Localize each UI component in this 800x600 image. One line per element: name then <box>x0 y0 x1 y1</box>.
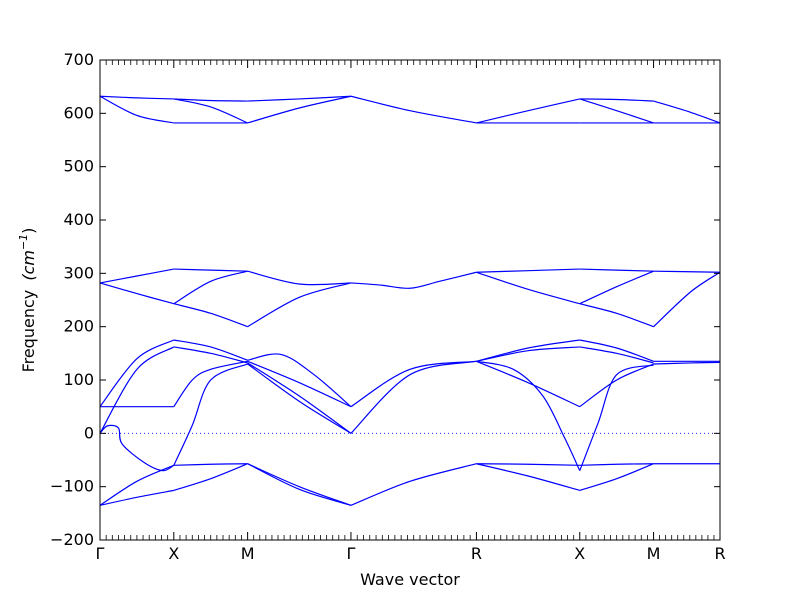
band-line-seg4-b5 <box>476 346 580 362</box>
band-line-seg6-b2 <box>653 270 721 273</box>
band-line-seg5-b7 <box>579 346 654 364</box>
y-axis-label: Frequency (cm−1) <box>17 228 38 373</box>
y-tick-label: 600 <box>63 103 94 122</box>
band-line-seg3-b1 <box>350 271 477 289</box>
band-line-seg2-b5 <box>247 360 352 408</box>
y-tick-label: −200 <box>50 530 94 549</box>
band-line-seg5-b11 <box>579 463 654 491</box>
x-tick-label: X <box>168 544 179 563</box>
band-line-seg0-b8 <box>99 489 174 506</box>
y-tick-label: 300 <box>63 263 94 282</box>
band-line-seg0-b1 <box>99 95 174 124</box>
band-line-seg5-b0 <box>579 98 654 102</box>
band-line-seg4-b3 <box>476 271 580 305</box>
x-tick-label: R <box>714 544 725 563</box>
band-line-seg0-b9 <box>99 464 175 506</box>
y-axis-label-unit: (cm <box>19 250 38 281</box>
y-tick-label: 400 <box>63 210 94 229</box>
band-line-seg4-b6 <box>476 360 581 408</box>
band-line-seg1-b1 <box>173 98 248 124</box>
band-line-seg1-b8 <box>173 360 248 408</box>
band-line-seg3-b4 <box>350 463 477 506</box>
band-line-seg3-b0 <box>350 95 477 124</box>
x-tick-label: Γ <box>346 544 355 563</box>
band-line-seg5-b1 <box>579 98 654 124</box>
band-line-seg0-b7 <box>99 424 175 472</box>
band-line-seg5-b8 <box>579 363 654 408</box>
band-line-seg2-b0 <box>247 95 351 102</box>
band-line-seg4-b8 <box>476 463 580 466</box>
y-tick-label: 200 <box>63 317 94 336</box>
band-line-seg4-b7 <box>476 360 581 471</box>
band-line-seg4-b0 <box>476 98 580 124</box>
y-tick-label: −100 <box>50 477 94 496</box>
band-line-seg2-b4 <box>247 353 352 408</box>
band-line-seg1-b7 <box>173 346 248 364</box>
band-line-seg2-b9 <box>247 463 352 506</box>
band-line-seg1-b6 <box>173 339 248 361</box>
band-line-seg6-b5 <box>653 361 721 365</box>
plot-background <box>100 60 720 540</box>
band-line-seg1-b9 <box>173 363 248 466</box>
band-line-seg6-b0 <box>653 100 721 124</box>
band-line-seg6-b3 <box>653 271 721 328</box>
band-line-seg0-b3 <box>99 282 174 305</box>
band-line-seg1-b11 <box>173 463 248 491</box>
band-line-seg1-b4 <box>173 270 248 305</box>
band-line-seg2-b6 <box>247 362 352 434</box>
band-line-seg2-b3 <box>247 282 352 328</box>
band-line-seg1-b0 <box>173 98 248 102</box>
band-line-seg5-b3 <box>579 268 654 272</box>
band-line-seg1-b5 <box>173 303 248 328</box>
band-line-seg0-b2 <box>99 268 174 284</box>
y-tick-label: 0 <box>84 423 94 442</box>
band-line-seg5-b4 <box>579 270 654 305</box>
band-line-seg2-b8 <box>247 463 352 506</box>
band-line-seg5-b5 <box>579 303 654 328</box>
band-line-seg1-b3 <box>173 268 248 272</box>
x-tick-label: Γ <box>96 544 105 563</box>
y-axis-label-text: Frequency <box>19 290 38 373</box>
band-line-seg0-b6 <box>99 346 175 434</box>
x-tick-label: M <box>241 544 255 563</box>
x-tick-label: M <box>647 544 661 563</box>
y-tick-label: 500 <box>63 157 94 176</box>
band-line-seg5-b9 <box>579 364 654 471</box>
band-line-seg4-b2 <box>476 268 580 273</box>
band-line-seg5-b6 <box>579 339 654 362</box>
plot-frame <box>99 59 721 541</box>
x-axis-label: Wave vector <box>360 570 460 589</box>
band-line-seg3-b2 <box>350 360 477 408</box>
band-line-seg5-b10 <box>579 463 654 466</box>
band-line-seg1-b10 <box>173 463 248 466</box>
band-line-seg3-b3 <box>350 360 477 434</box>
y-tick-label: 700 <box>63 50 94 69</box>
x-tick-label: X <box>574 544 585 563</box>
band-line-seg0-b5 <box>99 339 175 408</box>
y-axis-label-unit-exp: −1 <box>17 234 30 250</box>
y-tick-label: 100 <box>63 370 94 389</box>
band-line-seg2-b2 <box>247 270 351 286</box>
x-tick-label: R <box>471 544 482 563</box>
band-line-seg2-b7 <box>247 363 352 434</box>
band-line-seg4-b9 <box>476 463 580 491</box>
y-axis-label-unit-close: ) <box>19 228 38 234</box>
band-line-seg0-b0 <box>99 95 174 100</box>
band-line-seg2-b1 <box>247 95 352 124</box>
